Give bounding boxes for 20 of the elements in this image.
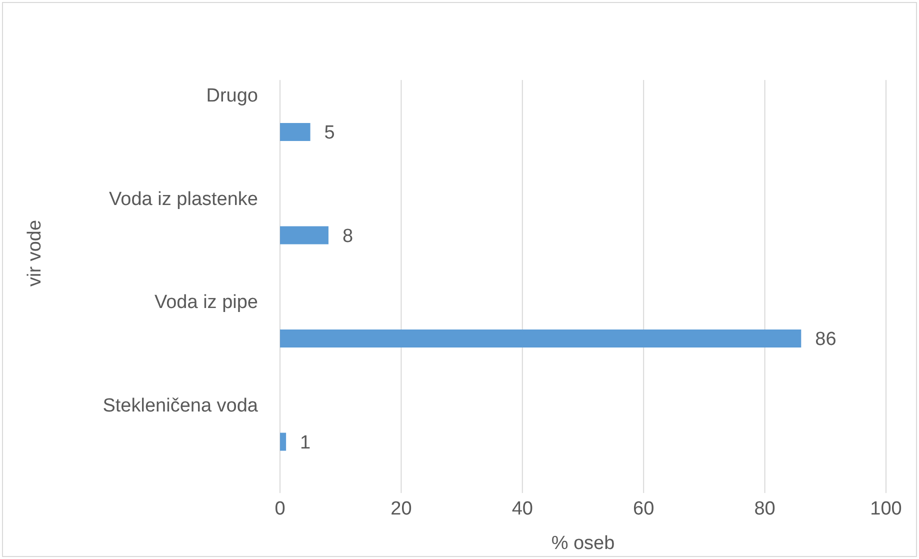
y-tick-label: Drugo xyxy=(206,86,258,107)
x-tick-label: 40 xyxy=(512,498,533,520)
x-tick-label: 80 xyxy=(754,498,776,520)
data-label: 8 xyxy=(342,226,354,247)
y-axis-title: vir vode xyxy=(24,220,46,286)
x-tick-label: 20 xyxy=(390,498,412,520)
y-tick-label: Voda iz plastenke xyxy=(109,188,258,210)
bar xyxy=(280,432,286,451)
bar xyxy=(280,330,802,348)
x-tick-label: 60 xyxy=(633,498,654,520)
x-tick-label: 0 xyxy=(274,498,286,520)
x-tick-label: 100 xyxy=(870,498,902,520)
bar xyxy=(280,123,310,141)
x-axis-title: % oseb xyxy=(551,533,615,554)
y-tick-label: Voda iz pipe xyxy=(154,292,258,314)
data-label: 86 xyxy=(815,329,836,350)
bar xyxy=(280,226,328,244)
y-tick-label: Stekleničena voda xyxy=(102,395,258,416)
data-label: 5 xyxy=(324,122,335,144)
data-label: 1 xyxy=(300,432,311,454)
